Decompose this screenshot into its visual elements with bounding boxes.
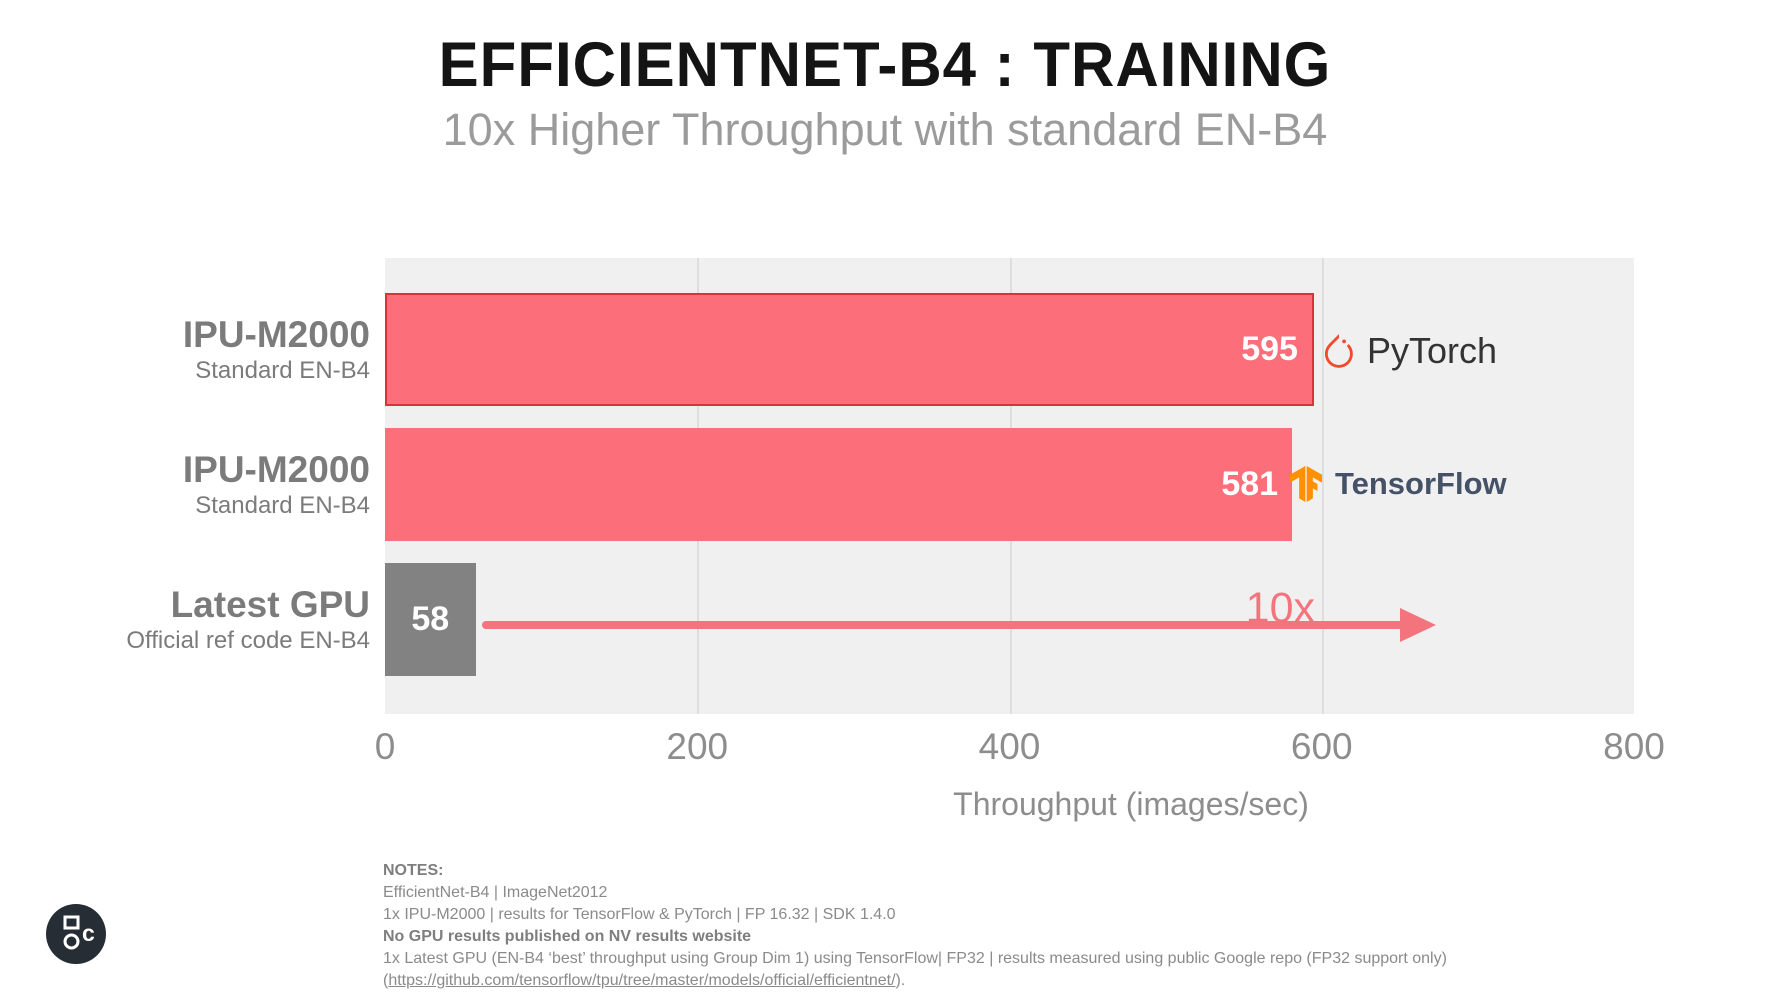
page-title: EFFICIENTNET-B4 : TRAINING — [438, 29, 1332, 100]
pytorch-logo: PyTorch — [1322, 330, 1497, 372]
row-label-3-subtitle: Official ref code EN-B4 — [126, 626, 370, 654]
bar-ipu-m2000-pytorch: 595 — [385, 293, 1314, 406]
x-tick-0: 0 — [374, 726, 396, 767]
x-tick-600: 600 — [1290, 726, 1353, 767]
notes-line-4: 1x Latest GPU (EN-B4 ‘best’ throughput u… — [383, 950, 1447, 967]
x-tick-400: 400 — [978, 726, 1041, 767]
notes-link-line: (https://github.com/tensorflow/tpu/tree/… — [383, 970, 1447, 992]
row-label-2-title: IPU-M2000 — [182, 449, 370, 491]
row-label-1-title: IPU-M2000 — [182, 314, 370, 356]
row-label-1-subtitle: Standard EN-B4 — [195, 356, 370, 384]
notes-heading: NOTES: — [383, 862, 444, 879]
gridline-600 — [1321, 258, 1324, 714]
graphcore-logo-icon: c — [46, 904, 106, 964]
row-label-2-subtitle: Standard EN-B4 — [195, 491, 370, 519]
bar-value-gpu: 58 — [411, 600, 450, 638]
tenx-arrow-line — [482, 621, 1407, 629]
page-subtitle: 10x Higher Throughput with standard EN-B… — [442, 104, 1328, 155]
notes-link-suffix: ). — [895, 972, 906, 989]
tensorflow-logo: TensorFlow — [1288, 465, 1507, 503]
notes-line-1: EfficientNet-B4 | ImageNet2012 — [383, 884, 608, 901]
bar-latest-gpu: 58 — [385, 563, 476, 676]
tenx-annotation: 10x — [1245, 584, 1315, 632]
tensorflow-tf-icon — [1289, 466, 1323, 502]
pytorch-flame-icon — [1324, 334, 1353, 368]
efficientnet-repo-link[interactable]: https://github.com/tensorflow/tpu/tree/m… — [388, 972, 896, 989]
pytorch-logo-text: PyTorch — [1367, 330, 1498, 371]
bar-value-pytorch: 595 — [1241, 330, 1298, 368]
notes-line-2: 1x IPU-M2000 | results for TensorFlow & … — [383, 906, 896, 923]
x-axis-label: Throughput (images/sec) — [953, 786, 1309, 822]
notes-line-3: No GPU results published on NV results w… — [383, 928, 752, 945]
notes-link-prefix: ( — [383, 972, 389, 989]
bar-ipu-m2000-tensorflow: 581 — [385, 428, 1293, 541]
row-label-3: Latest GPU Official ref code EN-B4 — [30, 572, 370, 668]
x-tick-800: 800 — [1603, 726, 1665, 767]
x-tick-200: 200 — [666, 726, 729, 767]
row-label-2: IPU-M2000 Standard EN-B4 — [30, 437, 370, 533]
notes-block: NOTES: EfficientNet-B4 | ImageNet2012 1x … — [383, 860, 1447, 992]
x-axis-ticks: 0 200 400 600 800 — [375, 726, 1665, 774]
svg-text:c: c — [82, 920, 95, 946]
plot-area: 595 581 58 10x — [385, 258, 1634, 714]
bar-value-tensorflow: 581 — [1221, 465, 1279, 503]
row-label-3-title: Latest GPU — [170, 584, 370, 626]
notes-lines: EfficientNet-B4 | ImageNet2012 1x IPU-M20… — [383, 882, 1447, 970]
tenx-arrow-head-icon — [1400, 608, 1436, 642]
tensorflow-logo-text: TensorFlow — [1335, 466, 1507, 501]
row-label-1: IPU-M2000 Standard EN-B4 — [30, 302, 370, 398]
